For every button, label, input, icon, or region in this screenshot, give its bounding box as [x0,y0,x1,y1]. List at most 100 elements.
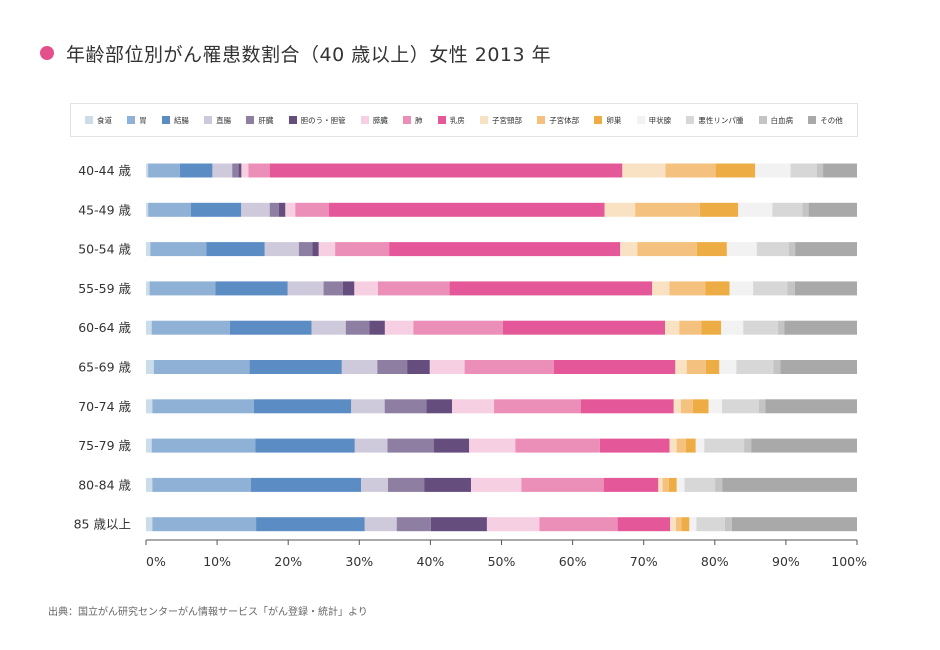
legend-label: 膵臓 [372,115,388,125]
legend-item: 直腸 [204,115,231,126]
bar-segment [708,399,723,414]
bar-segment [146,517,153,532]
legend-item: 甲状腺 [636,115,672,126]
bar-segment [149,281,216,296]
bar-segment [599,438,670,453]
bar-segment [620,242,638,257]
bar-segment [686,360,706,374]
bar-segment [604,202,636,217]
legend-item: 食道 [85,115,112,126]
x-tick-label: 100% [831,554,867,569]
bar-segment [756,242,789,257]
bar-segment [469,438,516,453]
bar-segment [758,399,766,414]
legend-item: 膵臓 [360,115,388,126]
bar-segment [146,320,152,335]
bar-segment [736,360,774,374]
bar-segment [413,320,503,335]
bar-segment [364,517,397,532]
legend-item: 乳房 [437,115,465,126]
legend-label: その他 [820,115,843,125]
bar-segment [765,399,857,414]
bar-segment [206,242,265,257]
bar-segment [146,360,154,374]
y-tick-label: 85 歳以上 [74,517,131,532]
bar-segment [515,438,600,453]
bar-segment [744,438,752,453]
bar-segment [328,202,605,217]
y-tick-label: 75-79 歳 [78,438,131,453]
bar-segment [433,438,470,453]
bar-segment [179,163,213,178]
bar-segment [152,517,257,532]
bar-segment [146,202,149,217]
bar-segment [521,477,604,492]
bar-segment [153,360,250,374]
bar-segment [676,438,686,453]
legend-label: 子宮体部 [549,115,580,125]
bar-segment [212,163,233,178]
legend-item: 白血病 [758,115,793,126]
bar-segment [238,163,242,178]
bar-segment [387,477,425,492]
legend-swatch [808,116,817,124]
legend-swatch [360,116,369,124]
bar-segment [146,399,153,414]
bar-segment [680,399,693,414]
legend-swatch [288,116,297,124]
bar-segment [580,399,674,414]
bar-segment [464,360,555,374]
bar-segment [345,320,370,335]
bar-segment [249,360,342,374]
bar-segment [377,281,450,296]
bar-segment [722,399,759,414]
bar-segment [148,163,180,178]
x-tick-label: 80% [701,554,729,569]
bar-segment [361,477,388,492]
bar-segment [539,517,618,532]
legend-swatch [594,116,603,124]
bar-segment [502,320,666,335]
x-tick-label: 90% [772,554,800,569]
bar-segment [751,438,857,453]
bar-segment [241,163,249,178]
legend-swatch [686,116,695,124]
bar-segment [670,517,676,532]
legend-label: 胃 [139,115,147,125]
bar-segment [808,202,857,217]
x-tick-label: 40% [417,554,445,569]
bar-segment [704,438,745,453]
bar-segment [802,202,809,217]
bar-segment [389,242,621,257]
bar-segment [269,202,279,217]
bar-segment [697,242,727,257]
bar-segment [426,399,453,414]
bar-segment [232,163,239,178]
legend-label: 胆のう・胆管 [300,115,346,125]
bar-segment [452,399,495,414]
bar-segment [738,202,773,217]
bar-segment [715,477,723,492]
bar-segment [773,360,781,374]
bar-segment [778,320,785,335]
bar-segment [152,477,252,492]
bar-segment [705,281,730,296]
bar-segment [689,517,697,532]
legend-item: 肺 [403,115,423,126]
bar-segment [146,477,153,492]
bar-segment [253,399,352,414]
title-row: 年齢部位別がん罹患数割合（40 歳以上）女性 2013 年 [40,38,551,68]
legend-label: 甲状腺 [648,115,672,125]
bar-segment [685,438,696,453]
bar-segment [311,320,346,335]
bar-segment [150,242,207,257]
bar-segment [780,360,857,374]
bar-segment [407,360,430,374]
bar-segment [794,281,857,296]
bar-segment [662,477,669,492]
bar-segment [722,477,857,492]
legend-item: 悪性リンパ腫 [686,115,743,126]
bar-segment [298,242,313,257]
bar-segment [665,163,716,178]
